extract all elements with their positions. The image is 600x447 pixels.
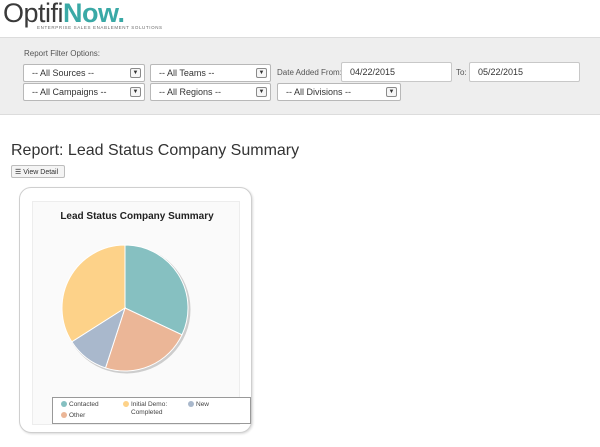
divisions-select-value: -- All Divisions --: [286, 87, 352, 97]
legend-item-contacted: Contacted: [61, 401, 99, 409]
legend-marker: [61, 401, 67, 407]
legend-marker: [61, 412, 67, 418]
chart-legend: Contacted Other New Initial Demo: Completed: [52, 397, 251, 424]
regions-select[interactable]: -- All Regions -- ▼: [150, 83, 271, 101]
logo-tagline: ENTERPRISE SALES ENABLEMENT SOLUTIONS: [37, 25, 163, 30]
campaigns-select[interactable]: -- All Campaigns -- ▼: [23, 83, 145, 101]
pie-slice-contacted[interactable]: [124, 244, 189, 336]
view-detail-label: View Detail: [23, 169, 59, 176]
optifinow-logo: OptifiNow. ENTERPRISE SALES ENABLEMENT S…: [3, 0, 163, 34]
legend-marker: [123, 401, 129, 407]
logo-word-1: Optifi: [3, 0, 64, 28]
chevron-down-icon[interactable]: ▼: [256, 68, 267, 78]
legend-item-initial-demo-completed: Initial Demo: Completed: [123, 401, 185, 417]
chevron-down-icon[interactable]: ▼: [130, 68, 141, 78]
chart-card: Lead Status Company Summary Contacted Oth…: [19, 187, 252, 433]
chevron-down-icon[interactable]: ▼: [256, 87, 267, 97]
chart-title: Lead Status Company Summary: [60, 211, 214, 222]
legend-item-other: Other: [61, 412, 86, 420]
list-icon: ☰: [15, 169, 22, 176]
teams-select[interactable]: -- All Teams -- ▼: [150, 64, 271, 82]
date-to-input[interactable]: 05/22/2015: [469, 62, 580, 82]
teams-select-value: -- All Teams --: [159, 68, 215, 78]
legend-label: Other: [69, 412, 86, 419]
pie-chart: [61, 244, 191, 374]
sources-select-value: -- All Sources --: [32, 68, 95, 78]
regions-select-value: -- All Regions --: [159, 87, 222, 97]
report-filter-panel: Report Filter Options: -- All Sources --…: [0, 37, 600, 115]
chart-area: Lead Status Company Summary Contacted Oth…: [32, 201, 251, 425]
campaigns-select-value: -- All Campaigns --: [32, 87, 107, 97]
legend-label: Contacted: [69, 401, 99, 408]
date-from-input[interactable]: 04/22/2015: [341, 62, 452, 82]
chevron-down-icon[interactable]: ▼: [386, 87, 397, 97]
legend-item-new: New: [188, 401, 210, 409]
pie-slice-other[interactable]: [104, 307, 183, 372]
divisions-select[interactable]: -- All Divisions -- ▼: [277, 83, 401, 101]
pie-slice-initial-demo-completed[interactable]: [61, 244, 126, 343]
date-from-label: Date Added From:: [277, 68, 342, 77]
legend-label: Initial Demo: Completed: [131, 401, 168, 416]
legend-marker: [188, 401, 194, 407]
legend-label: New: [196, 401, 210, 408]
logo-word-2: Now.: [63, 0, 125, 28]
filter-title: Report Filter Options:: [24, 49, 101, 58]
chevron-down-icon[interactable]: ▼: [130, 87, 141, 97]
sources-select[interactable]: -- All Sources -- ▼: [23, 64, 145, 82]
page-title: Report: Lead Status Company Summary: [11, 142, 300, 159]
view-detail-button[interactable]: ☰ View Detail: [11, 165, 65, 178]
date-to-label: To:: [456, 68, 467, 77]
